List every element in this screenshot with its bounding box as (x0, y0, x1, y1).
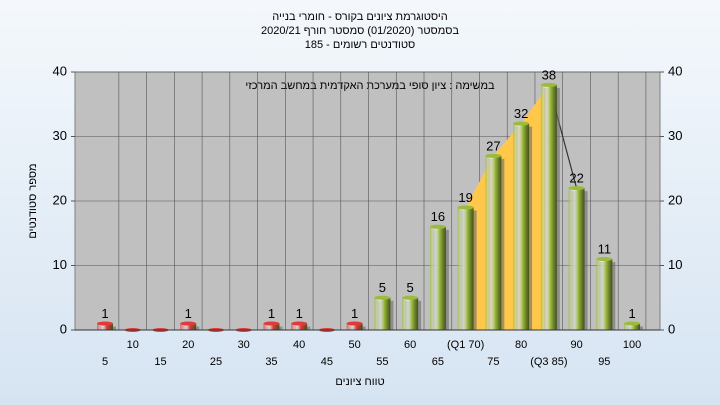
bar-cap (624, 321, 641, 326)
data-label: 5 (407, 280, 414, 295)
chart-title: בסמסטר (01/2020) סמסטר חורף 2020/21 (261, 25, 459, 37)
x-tick-label: 30 (238, 339, 250, 351)
x-tick-label: (Q1 70) (447, 339, 484, 351)
bar (180, 323, 197, 330)
data-label: 27 (486, 138, 500, 153)
data-label: 38 (542, 67, 556, 82)
bar (374, 297, 391, 330)
data-label: 1 (101, 306, 108, 321)
y2-tick-label: 30 (668, 128, 682, 143)
bar-cap (429, 224, 446, 229)
data-label: 5 (379, 280, 386, 295)
bar-cap (513, 121, 530, 126)
bar-cap (180, 321, 197, 326)
bar-cap (485, 153, 502, 158)
data-label: 1 (351, 306, 358, 321)
data-label: 1 (296, 306, 303, 321)
x-tick-label: 100 (623, 339, 641, 351)
x-tick-label: 60 (404, 339, 416, 351)
bar-cap (596, 257, 613, 262)
x-tick-label: 45 (321, 356, 333, 368)
bar (513, 123, 530, 330)
bar-cap (568, 186, 585, 191)
y2-tick-label: 40 (668, 63, 682, 78)
bar (624, 323, 641, 330)
data-label: 19 (458, 190, 472, 205)
x-tick-label: 25 (210, 356, 222, 368)
x-tick-label: 20 (182, 339, 194, 351)
y-tick-label: 30 (53, 128, 67, 143)
bar (263, 323, 280, 330)
chart-title: היסטוגרמת ציונים בקורס - חומרי בנייה (272, 11, 447, 23)
bar (429, 226, 446, 330)
bar (568, 188, 585, 330)
y-tick-label: 0 (60, 321, 67, 336)
x-tick-label: 75 (487, 356, 499, 368)
x-axis-label: טווח ציונים (335, 376, 384, 388)
x-tick-label: 55 (376, 356, 388, 368)
x-tick-label: 65 (432, 356, 444, 368)
bar (485, 155, 502, 330)
bar-cap (540, 82, 557, 87)
bar (402, 297, 419, 330)
bar-cap (346, 321, 363, 326)
y2-tick-label: 0 (668, 321, 675, 336)
x-tick-label: 5 (102, 356, 108, 368)
x-tick-label: 50 (349, 339, 361, 351)
y2-tick-label: 20 (668, 192, 682, 207)
y2-tick-label: 10 (668, 257, 682, 272)
data-label: 1 (185, 306, 192, 321)
data-label: 1 (268, 306, 275, 321)
bar-cap (374, 295, 391, 300)
chart-subtitle: במשימה : ציון סופי במערכת האקדמית במחשב … (245, 80, 495, 92)
data-label: 16 (431, 209, 445, 224)
x-tick-label: 90 (570, 339, 582, 351)
bar (97, 323, 113, 330)
bar-cap (291, 321, 308, 326)
y-tick-label: 40 (53, 63, 67, 78)
bar (596, 259, 613, 330)
x-tick-label: 15 (154, 356, 166, 368)
y-axis-label: מספר סטודנטים (27, 163, 39, 238)
x-tick-label: 80 (515, 339, 527, 351)
x-tick-label: 10 (127, 339, 139, 351)
bar (346, 323, 363, 330)
bar (291, 323, 308, 330)
data-label: 1 (628, 306, 635, 321)
data-label: 11 (598, 241, 612, 256)
data-label: 32 (514, 106, 528, 121)
y-tick-label: 20 (53, 192, 67, 207)
bar (540, 84, 557, 331)
bar-cap (402, 295, 419, 300)
bar (457, 207, 474, 330)
x-tick-label: 35 (265, 356, 277, 368)
data-label: 22 (569, 171, 583, 186)
x-tick-label: (Q3 85) (530, 356, 567, 368)
bar-cap (97, 321, 113, 326)
x-tick-label: 95 (598, 356, 610, 368)
chart-title: סטודנטים רשומים - 185 (305, 39, 416, 51)
bar-cap (457, 205, 474, 210)
x-tick-label: 40 (293, 339, 305, 351)
y-tick-label: 10 (53, 257, 67, 272)
bar-cap (263, 321, 280, 326)
